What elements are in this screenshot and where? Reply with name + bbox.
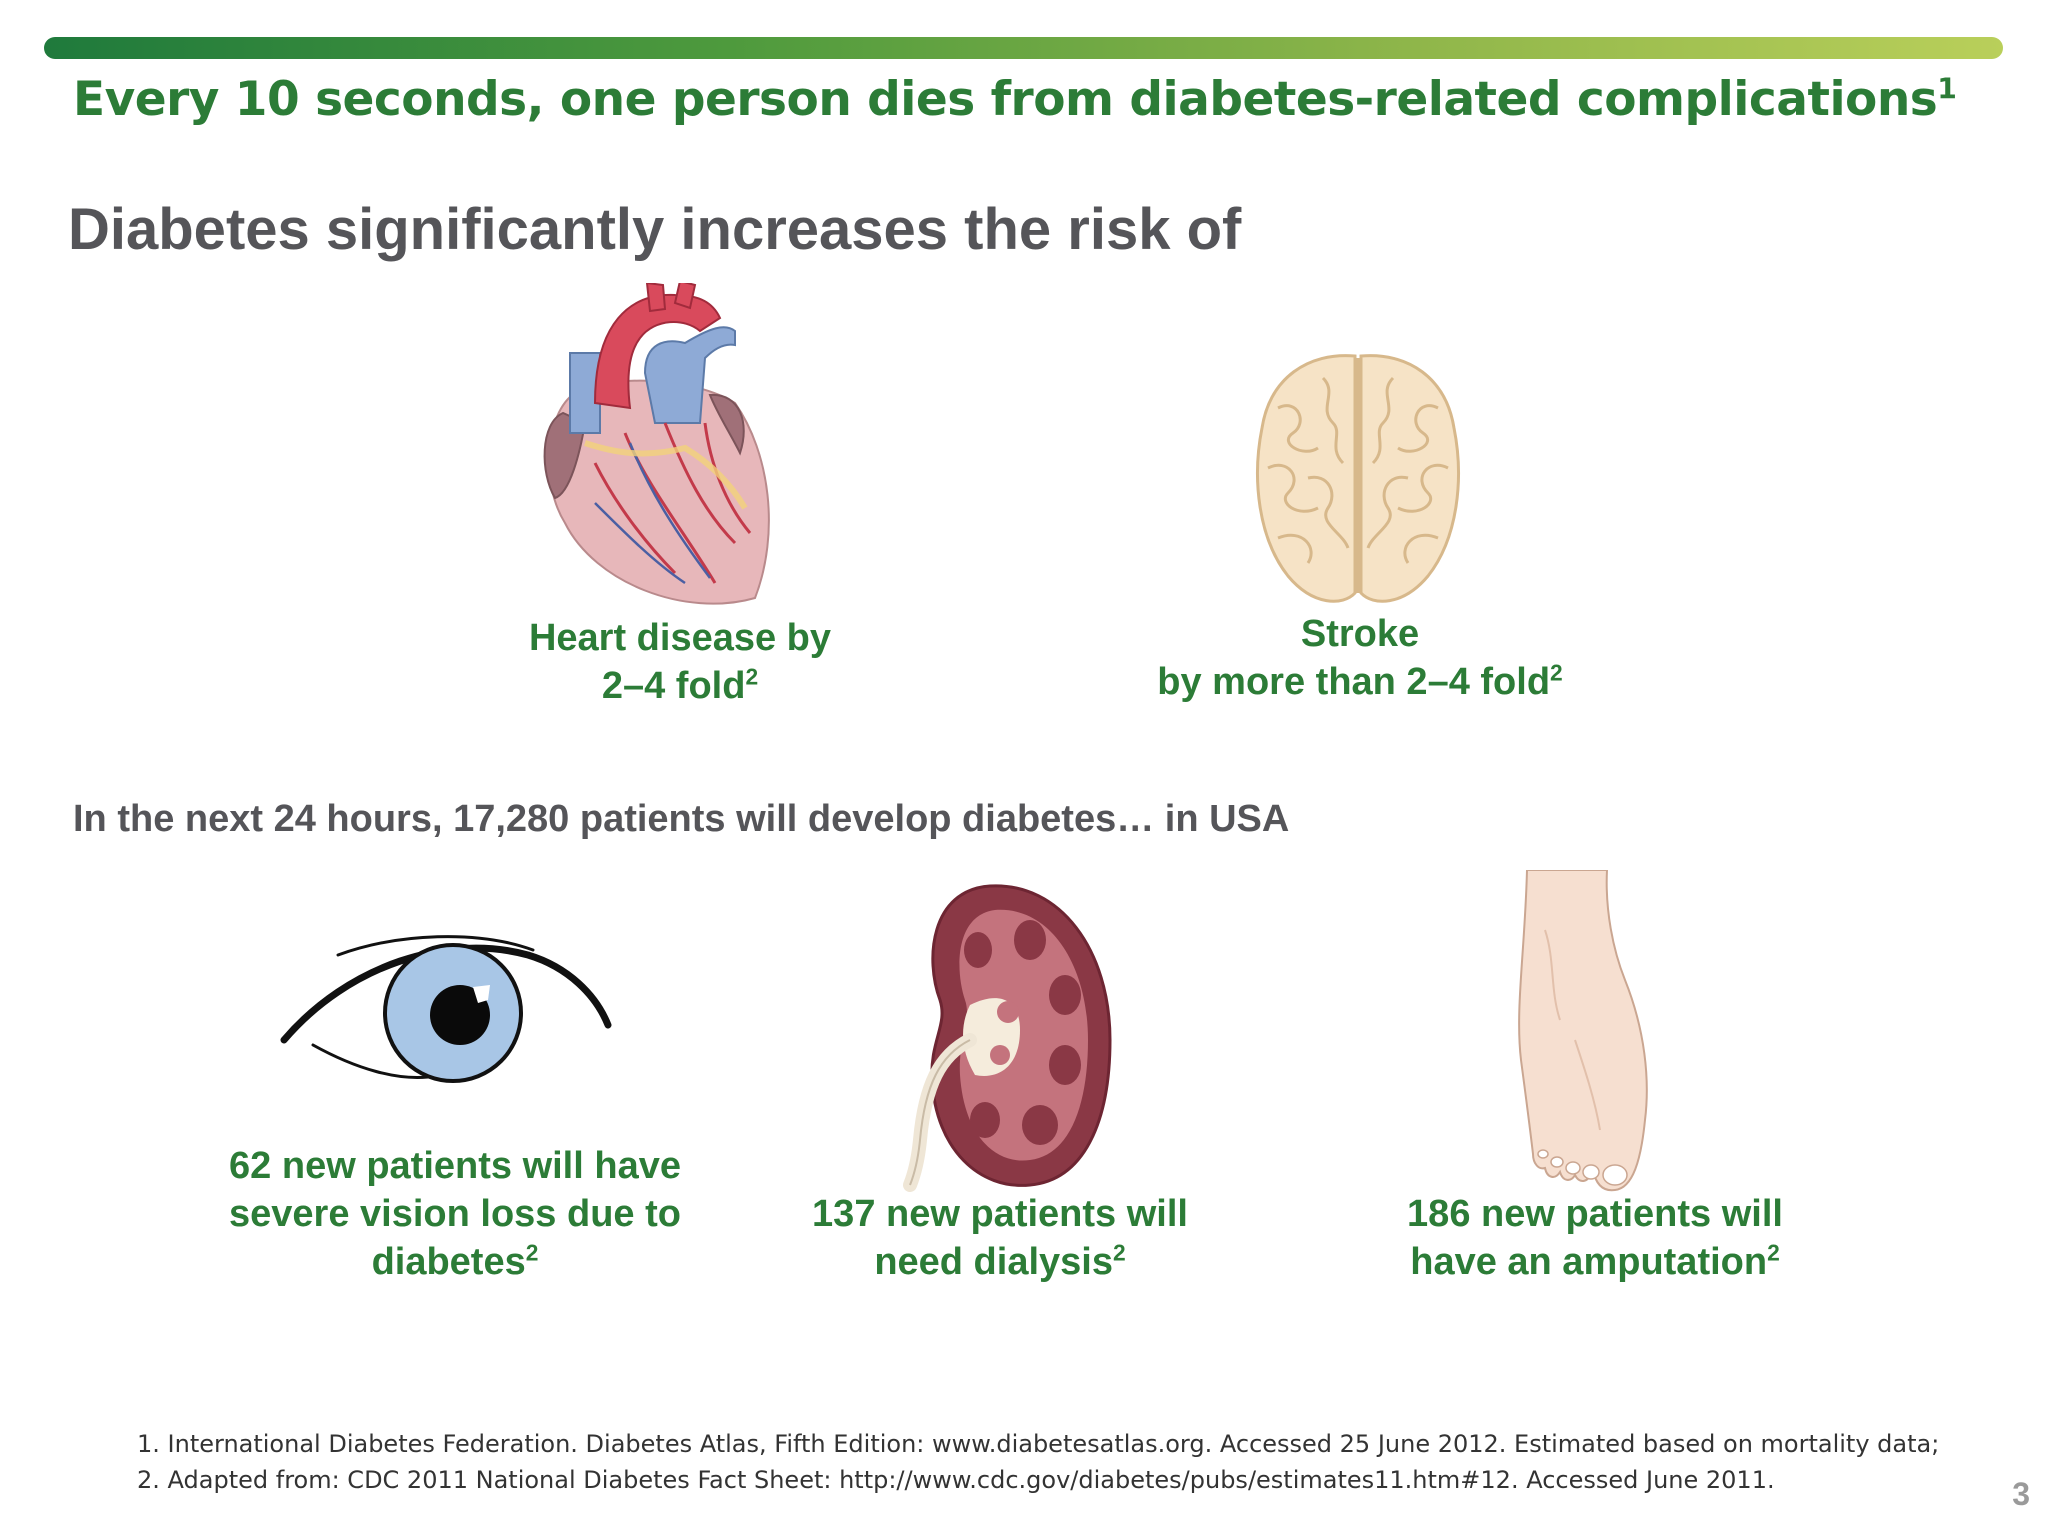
vision-loss-line3: diabetes [371,1241,526,1283]
eye-illustration [280,935,612,1083]
vision-loss-line1: 62 new patients will have [229,1145,681,1187]
vision-loss-ref-marker: 2 [525,1239,539,1266]
amputation-line2: have an amputation [1410,1241,1768,1283]
brain-illustration [1256,354,1460,603]
section-statement: In the next 24 hours, 17,280 patients wi… [73,798,1290,840]
vision-loss-caption: 62 new patients will have severe vision … [170,1142,740,1286]
kidney-illustration [903,884,1112,1192]
page-number: 3 [2012,1476,2030,1512]
heart-risk-line1: Heart disease by [528,617,832,659]
foot-illustration [1518,870,1648,1192]
heart-illustration [543,283,770,605]
vision-loss-line2: severe vision loss due to [229,1193,681,1235]
amputation-ref-marker: 2 [1767,1239,1780,1266]
amputation-line1: 186 new patients will [1407,1193,1783,1235]
stroke-risk-ref-marker: 2 [1550,659,1563,686]
headline-text: Every 10 seconds, one person dies from d… [73,72,1938,127]
reference-2: 2. Adapted from: CDC 2011 National Diabe… [137,1466,1775,1494]
headline-ref-marker: 1 [1937,72,1957,106]
heart-risk-caption: Heart disease by 2–4 fold2 [480,614,880,710]
reference-1: 1. International Diabetes Federation. Di… [137,1430,1940,1458]
dialysis-line1: 137 new patients will [812,1193,1188,1235]
amputation-caption: 186 new patients will have an amputation… [1355,1190,1835,1286]
stroke-risk-line2: by more than 2–4 fold [1157,661,1551,703]
stroke-risk-line1: Stroke [1300,613,1420,655]
references: 1. International Diabetes Federation. Di… [137,1426,1939,1498]
header-gradient-bar [44,37,2003,59]
dialysis-ref-marker: 2 [1112,1239,1126,1266]
dialysis-line2: need dialysis [874,1241,1113,1283]
stroke-risk-caption: Stroke by more than 2–4 fold2 [1100,610,1620,706]
slide-headline: Every 10 seconds, one person dies from d… [73,72,1973,127]
heart-risk-line2: 2–4 fold [601,665,746,707]
slide-subhead: Diabetes significantly increases the ris… [68,197,1242,262]
heart-risk-ref-marker: 2 [745,663,759,690]
dialysis-caption: 137 new patients will need dialysis2 [760,1190,1240,1286]
